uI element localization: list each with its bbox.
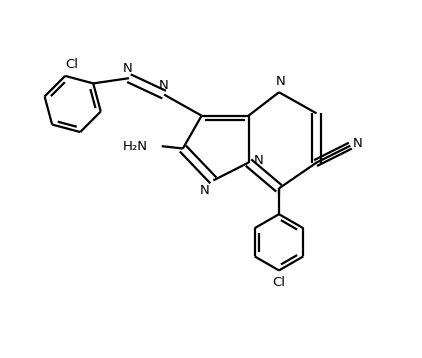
Text: N: N [353, 137, 362, 150]
Text: Cl: Cl [66, 58, 78, 71]
Text: Cl: Cl [273, 276, 286, 289]
Text: N: N [123, 62, 133, 75]
Text: N: N [159, 79, 169, 92]
Text: N: N [200, 184, 210, 197]
Text: N: N [254, 154, 264, 167]
Text: N: N [276, 76, 285, 88]
Text: H₂N: H₂N [123, 140, 148, 153]
